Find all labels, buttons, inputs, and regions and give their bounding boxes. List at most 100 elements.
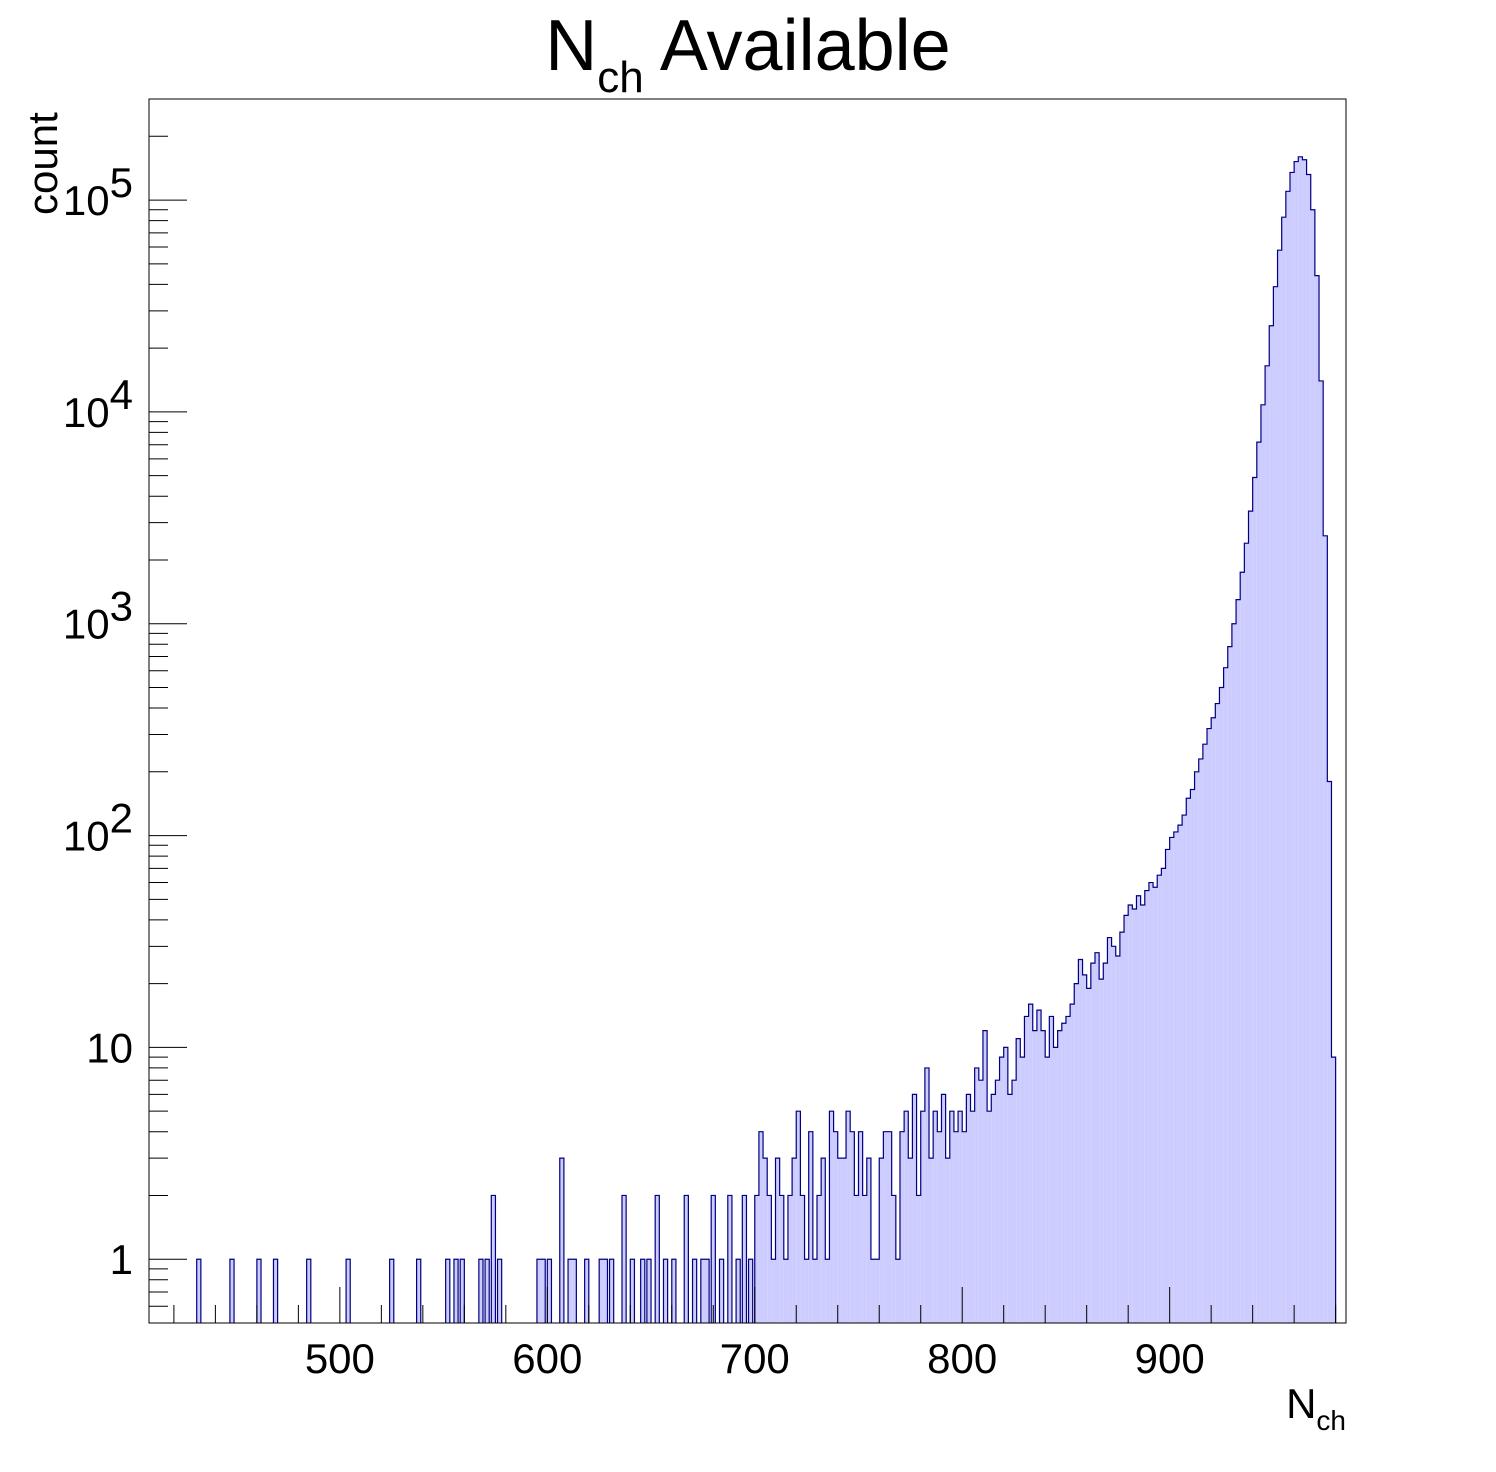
histogram-bar	[870, 1259, 876, 1323]
histogram-bar	[1103, 963, 1108, 1323]
histogram-bar	[846, 1111, 851, 1323]
y-tick-label: 105	[63, 159, 133, 224]
y-tick-label-base: 10	[63, 601, 110, 648]
histogram-bars	[196, 156, 1337, 1324]
histogram-bar	[933, 1111, 938, 1323]
histogram-bar	[916, 1195, 921, 1323]
histogram-bar	[829, 1111, 834, 1323]
histogram-bar	[920, 1111, 925, 1323]
histogram-bar	[1198, 758, 1203, 1323]
histogram-bar	[970, 1111, 975, 1323]
histogram-bar	[1028, 1004, 1033, 1323]
histogram-bar	[1124, 915, 1129, 1323]
y-tick-label-base: 1	[110, 1236, 133, 1283]
histogram-bar	[1049, 1016, 1054, 1323]
histogram-bar	[273, 1259, 278, 1323]
histogram-bar	[883, 1131, 888, 1323]
histogram-bar	[1144, 890, 1149, 1323]
histogram-bar	[584, 1259, 589, 1323]
histogram-bar	[1173, 831, 1178, 1323]
y-axis-label: count	[19, 112, 66, 215]
histogram-bar	[1161, 868, 1166, 1323]
histogram-bar	[1252, 477, 1257, 1323]
histogram-bar	[1140, 905, 1145, 1323]
histogram-bar	[995, 1080, 1000, 1323]
x-tick-label: 500	[305, 1335, 375, 1382]
histogram-bar	[879, 1158, 884, 1323]
histogram-bar	[1041, 1030, 1046, 1323]
y-tick-label-base: 10	[63, 389, 110, 436]
histogram-bar	[1020, 1057, 1025, 1323]
histogram-bar	[742, 1195, 747, 1323]
histogram-bar	[754, 1195, 759, 1323]
histogram-bar	[1240, 572, 1245, 1323]
histogram-bar	[854, 1195, 859, 1323]
histogram-bar	[196, 1259, 201, 1323]
histogram-bar	[1074, 983, 1079, 1323]
histogram-bar	[1111, 946, 1116, 1323]
histogram-bar	[1119, 932, 1125, 1323]
histogram-bar	[991, 1094, 996, 1323]
histogram-bar	[941, 1094, 946, 1323]
histogram-bar	[453, 1259, 459, 1323]
histogram-bar	[346, 1259, 351, 1323]
histogram-bar	[536, 1259, 542, 1323]
histogram-bar	[1331, 1057, 1336, 1323]
x-tick-label: 900	[1135, 1335, 1205, 1382]
histogram-bar	[783, 1259, 788, 1323]
y-tick-label-base: 10	[86, 1024, 133, 1071]
histogram-outline	[196, 156, 1337, 1323]
histogram-bar	[1194, 771, 1199, 1323]
histogram-bar	[1065, 1016, 1071, 1323]
histogram-bar	[1269, 325, 1274, 1323]
histogram-bar	[817, 1195, 822, 1323]
y-tick-label: 103	[63, 583, 133, 648]
histogram-bar	[808, 1131, 813, 1323]
histogram-bar	[700, 1259, 705, 1323]
histogram-bar	[497, 1259, 502, 1323]
histogram-bar	[719, 1259, 724, 1323]
histogram-bar	[779, 1195, 784, 1323]
histogram-bar	[1190, 789, 1195, 1323]
histogram-bar	[460, 1259, 465, 1323]
histogram-bar	[1260, 404, 1266, 1323]
histogram-bar	[895, 1259, 900, 1323]
chart-title-rest: Available	[644, 6, 951, 86]
histogram-bar	[841, 1158, 847, 1323]
histogram-bar	[1132, 909, 1137, 1323]
histogram-bar	[1207, 728, 1212, 1323]
chart-title: Nch Available	[545, 6, 950, 102]
histogram-bar	[1314, 275, 1320, 1324]
histogram-bar	[671, 1259, 676, 1323]
histogram-bar	[1227, 646, 1232, 1323]
x-axis-label: Nch	[1286, 1380, 1346, 1436]
histogram-bar	[1094, 952, 1100, 1323]
histogram-bar	[1157, 875, 1162, 1323]
histogram-bar	[1236, 599, 1241, 1323]
histogram-bar	[1302, 159, 1307, 1323]
histogram-bar	[640, 1259, 645, 1323]
chart-title-sub: ch	[597, 53, 643, 102]
histogram-bar	[912, 1094, 917, 1323]
y-tick-label-exponent: 4	[110, 371, 133, 418]
histogram-bar	[1306, 174, 1311, 1323]
histogram-bar	[999, 1057, 1004, 1323]
histogram-bar	[982, 1030, 988, 1323]
histogram-bar	[821, 1158, 826, 1323]
histogram-bar	[958, 1111, 963, 1323]
histogram-bar	[850, 1131, 855, 1323]
histogram-bar	[1281, 217, 1286, 1324]
histogram-bar	[1036, 1010, 1042, 1323]
histogram-bar	[646, 1259, 652, 1323]
histogram-bar	[621, 1195, 627, 1323]
histogram-bar	[547, 1259, 552, 1323]
histogram-bar	[1169, 837, 1174, 1323]
histogram-bar	[771, 1259, 776, 1323]
x-axis-label-main: N	[1286, 1380, 1316, 1427]
histogram-bar	[833, 1131, 838, 1323]
histogram-bar	[599, 1259, 604, 1323]
histogram-bar	[908, 1158, 913, 1323]
histogram-bar	[256, 1259, 262, 1323]
histogram-bar	[904, 1111, 909, 1323]
